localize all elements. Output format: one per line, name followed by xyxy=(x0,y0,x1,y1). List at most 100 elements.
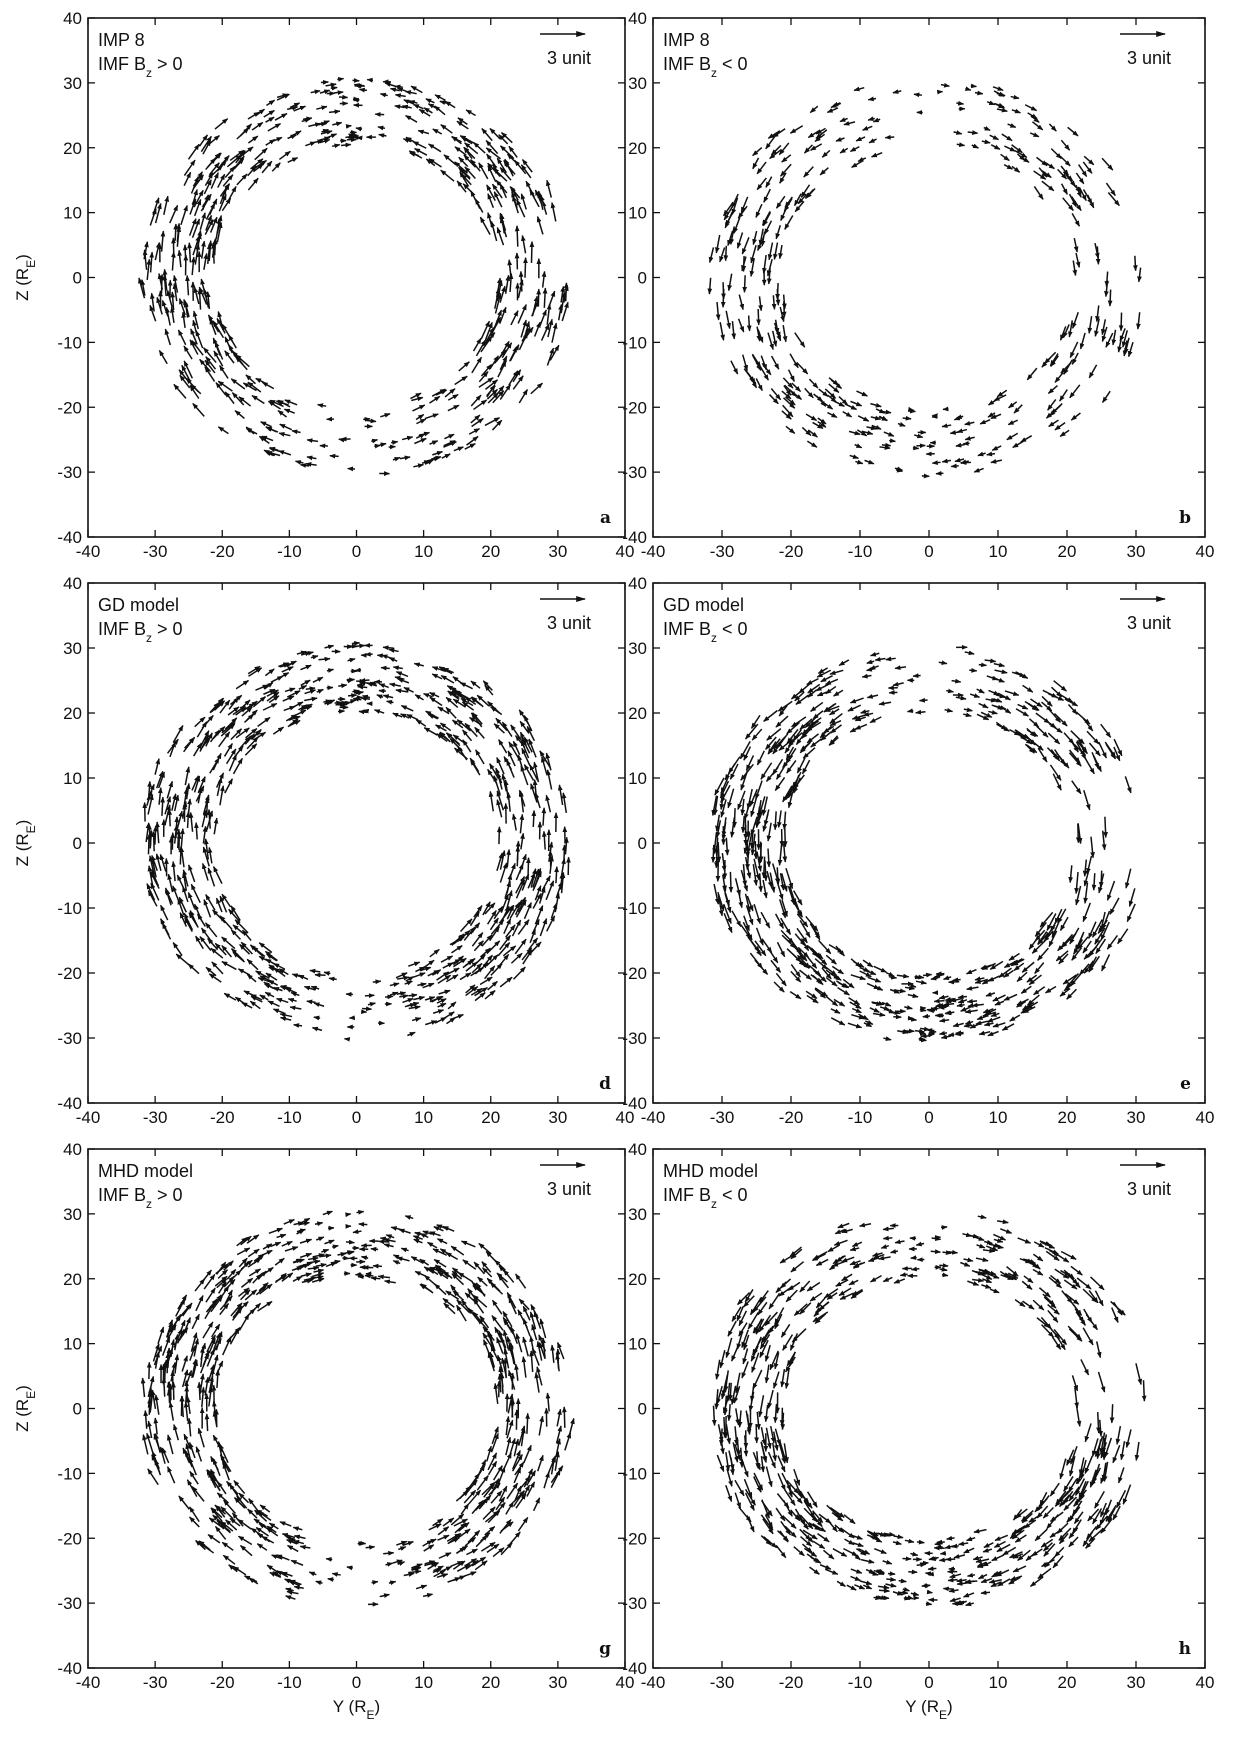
flow-vector xyxy=(403,1572,415,1577)
flow-vector xyxy=(986,100,996,106)
flow-vector xyxy=(246,709,258,721)
flow-vector xyxy=(1001,1023,1015,1031)
flow-vector xyxy=(837,1222,850,1229)
flow-vector xyxy=(424,459,434,465)
flow-vector xyxy=(895,467,903,473)
flow-vector xyxy=(319,138,331,144)
flow-vector xyxy=(964,1020,974,1025)
flow-vector xyxy=(920,1006,927,1011)
flow-vector xyxy=(491,183,503,199)
panel-title-g: MHD model xyxy=(98,1161,193,1181)
flow-vector xyxy=(944,707,954,713)
flow-vector xyxy=(963,712,972,718)
x-tick-label: 0 xyxy=(352,1673,361,1692)
flow-vector xyxy=(763,1536,778,1549)
flow-vector xyxy=(424,413,439,420)
flow-vector xyxy=(383,1279,396,1285)
flow-vector xyxy=(726,1404,732,1422)
flow-vector xyxy=(964,420,975,426)
flow-vector xyxy=(157,787,163,805)
flow-vector xyxy=(807,429,818,438)
flow-vector xyxy=(899,1272,908,1277)
x-tick-label: -30 xyxy=(710,1108,735,1127)
flow-vector xyxy=(432,1009,445,1014)
flow-vector xyxy=(170,1339,176,1358)
flow-vector xyxy=(520,234,527,254)
flow-vector xyxy=(365,1544,376,1550)
flow-vector xyxy=(1047,385,1058,394)
flow-vector xyxy=(212,909,226,924)
flow-vector xyxy=(392,456,401,462)
flow-vector xyxy=(894,1239,905,1245)
flow-vector xyxy=(750,245,757,264)
flow-vector xyxy=(482,1326,495,1341)
flow-vector xyxy=(1033,170,1047,180)
flow-vector xyxy=(267,122,282,132)
flow-vector xyxy=(196,721,208,738)
flow-vector xyxy=(149,251,155,273)
flow-vector xyxy=(874,656,886,662)
flow-vector xyxy=(499,306,507,324)
flow-vector xyxy=(153,1417,159,1435)
flow-vector xyxy=(957,994,968,1000)
flow-vector xyxy=(525,180,535,198)
y-tick-label: 20 xyxy=(63,139,82,158)
flow-vector xyxy=(423,1544,435,1552)
flow-vector xyxy=(545,880,555,901)
flow-vector xyxy=(247,135,259,144)
flow-vector xyxy=(851,160,863,169)
flow-vector xyxy=(293,1534,306,1540)
flow-vector xyxy=(261,435,274,442)
flow-vector xyxy=(191,1313,200,1330)
flow-vector xyxy=(438,1552,452,1559)
flow-vector xyxy=(983,1239,993,1245)
y-axis-label-main: Z (R xyxy=(13,833,32,866)
flow-vector xyxy=(395,670,409,678)
flow-vector xyxy=(547,318,554,338)
flow-vector xyxy=(378,688,386,694)
flow-vector xyxy=(859,1580,873,1586)
flow-vector xyxy=(466,1479,478,1493)
flow-vector xyxy=(281,666,294,673)
x-axis-label-sub: E xyxy=(939,1708,947,1722)
flow-vector xyxy=(992,994,1006,1002)
flow-vector xyxy=(1107,192,1120,207)
flow-vector xyxy=(759,365,770,381)
flow-vector xyxy=(937,1012,944,1018)
flow-vector xyxy=(994,1534,1009,1542)
flow-vector xyxy=(499,145,515,160)
flow-vector xyxy=(422,1539,433,1547)
flow-vector xyxy=(931,1236,942,1241)
flow-vector xyxy=(223,992,237,1001)
flow-vector xyxy=(249,944,264,957)
x-tick-label: -20 xyxy=(779,542,804,561)
flow-vector xyxy=(450,1513,465,1526)
x-tick-label: -10 xyxy=(848,1108,873,1127)
panel-frame-g xyxy=(87,1148,626,1669)
flow-vector xyxy=(940,1034,952,1040)
x-tick-label: -40 xyxy=(641,542,666,561)
flow-vector xyxy=(153,825,158,845)
flow-vector xyxy=(213,817,219,835)
flow-vector xyxy=(930,975,939,981)
flow-vector xyxy=(179,374,191,389)
flow-vector xyxy=(176,225,182,247)
flow-vector xyxy=(197,1381,202,1401)
flow-vector xyxy=(1025,1551,1037,1562)
flow-vector xyxy=(814,133,826,143)
flow-vector xyxy=(390,1226,404,1231)
flow-vector xyxy=(728,1382,733,1402)
flow-vector xyxy=(508,862,516,881)
flow-vector xyxy=(1084,1455,1093,1475)
flow-vector xyxy=(783,198,793,212)
flow-vector xyxy=(513,1438,520,1457)
flow-vector xyxy=(973,467,984,473)
flow-vector xyxy=(221,323,234,342)
flow-vector xyxy=(219,188,227,205)
flow-vector xyxy=(885,656,896,662)
flow-vector xyxy=(1085,1313,1098,1331)
flow-vector xyxy=(259,1504,271,1513)
flow-vector xyxy=(279,672,290,679)
flow-vector xyxy=(889,1249,899,1254)
flow-vector xyxy=(399,455,411,461)
